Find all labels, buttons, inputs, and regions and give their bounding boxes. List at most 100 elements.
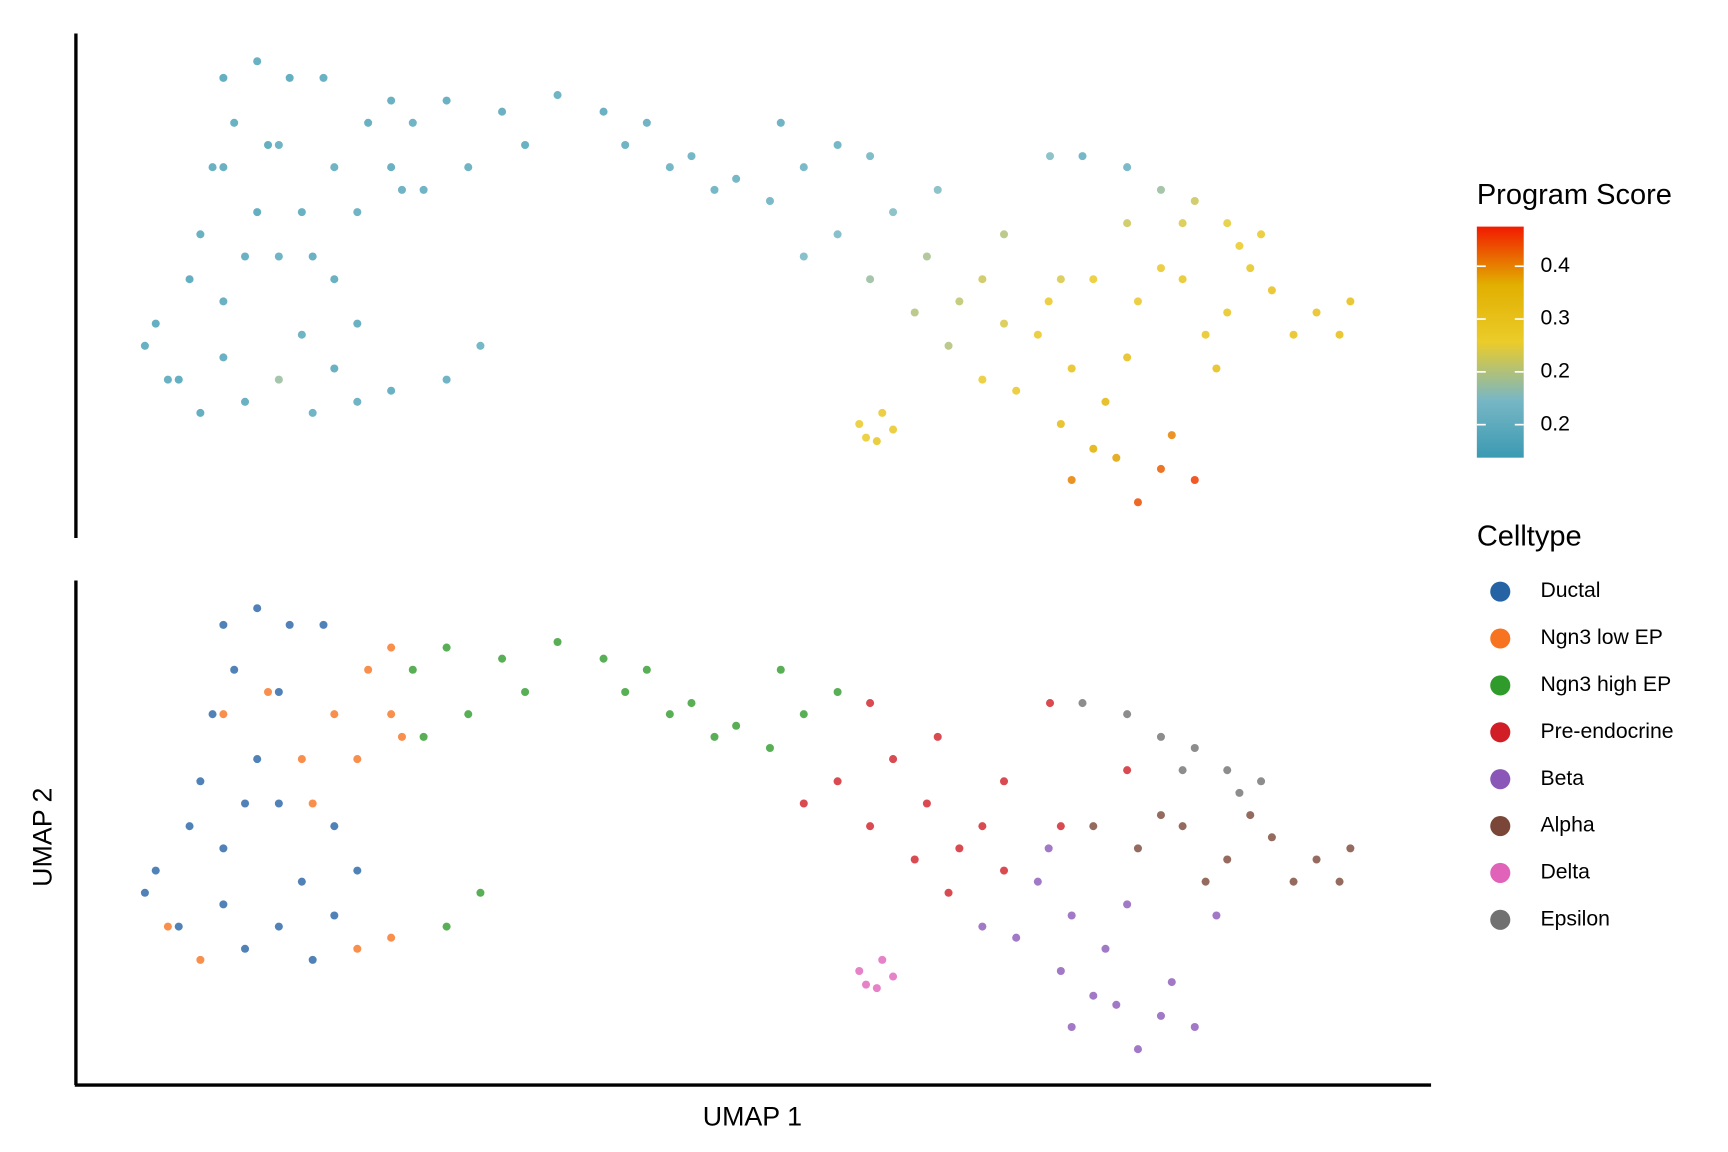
point	[1223, 308, 1232, 317]
point	[599, 654, 608, 663]
point	[1289, 877, 1298, 886]
point	[196, 408, 205, 417]
point	[833, 777, 842, 786]
point	[889, 425, 898, 434]
point	[476, 888, 485, 897]
point	[330, 163, 339, 172]
point	[297, 755, 306, 764]
point	[330, 911, 339, 920]
point	[978, 275, 987, 284]
point	[866, 699, 875, 708]
point	[922, 799, 931, 808]
point	[944, 888, 953, 897]
point	[642, 665, 651, 674]
point	[408, 118, 417, 127]
point	[999, 866, 1009, 875]
point	[1257, 777, 1266, 786]
point	[219, 710, 228, 719]
legend-swatch	[1490, 816, 1511, 837]
point	[464, 163, 473, 172]
point	[955, 844, 964, 853]
point	[498, 654, 507, 663]
point	[1312, 855, 1321, 864]
point	[1133, 844, 1142, 853]
point	[397, 185, 406, 194]
point	[1190, 476, 1199, 485]
point	[274, 252, 283, 261]
point	[241, 397, 250, 406]
y-axis-title: UMAP 2	[28, 788, 58, 887]
point	[1156, 732, 1165, 741]
point	[955, 297, 964, 306]
point	[1123, 710, 1132, 719]
point	[1335, 330, 1344, 339]
point	[1212, 364, 1221, 373]
point	[710, 732, 719, 741]
point	[855, 419, 864, 429]
point	[196, 777, 205, 786]
point	[1078, 152, 1087, 161]
point	[1089, 822, 1098, 831]
point	[387, 163, 396, 172]
point	[665, 163, 674, 172]
legend-swatch	[1490, 675, 1511, 696]
point	[1112, 453, 1121, 462]
point	[253, 755, 262, 764]
point	[319, 73, 328, 82]
point	[353, 397, 362, 406]
point	[944, 341, 953, 350]
point	[1056, 275, 1065, 284]
legend-swatch	[1490, 581, 1511, 602]
point	[1178, 766, 1187, 775]
point	[732, 174, 741, 183]
point	[219, 73, 228, 82]
point	[765, 196, 774, 206]
point	[208, 163, 217, 172]
x-axis-title: UMAP 1	[703, 1102, 802, 1132]
point	[1123, 900, 1132, 909]
point	[140, 888, 149, 897]
point	[1078, 699, 1087, 708]
point	[241, 944, 250, 953]
point	[219, 620, 228, 629]
point	[387, 96, 396, 105]
legend-swatch	[1490, 769, 1511, 790]
point	[476, 341, 485, 350]
point	[219, 163, 228, 172]
point	[1267, 286, 1276, 295]
point	[978, 822, 987, 831]
point	[1312, 308, 1321, 317]
point	[408, 665, 417, 674]
point	[264, 140, 273, 150]
point	[1246, 811, 1255, 820]
legend-title: Celltype	[1477, 521, 1582, 553]
point	[1156, 185, 1165, 194]
point	[776, 118, 785, 127]
point	[353, 319, 362, 328]
point	[253, 57, 262, 66]
point	[1223, 766, 1232, 775]
point	[1045, 699, 1055, 708]
legend-swatch	[1490, 862, 1511, 883]
point	[861, 980, 871, 989]
point	[1101, 944, 1110, 953]
point	[1089, 275, 1098, 284]
point	[521, 687, 530, 696]
colorbar-tick-label: 0.2	[1540, 359, 1569, 382]
point	[1267, 833, 1276, 842]
colorbar-title: Program Score	[1477, 179, 1672, 211]
point	[274, 799, 283, 808]
point	[285, 620, 294, 629]
point	[274, 375, 283, 384]
point	[1156, 464, 1165, 473]
point	[364, 665, 373, 674]
point	[799, 163, 808, 172]
legend-label: Beta	[1540, 767, 1584, 790]
point	[442, 922, 451, 931]
point	[1167, 978, 1176, 987]
point	[1178, 822, 1187, 831]
point	[274, 687, 283, 696]
point	[889, 208, 898, 217]
point	[174, 922, 183, 931]
